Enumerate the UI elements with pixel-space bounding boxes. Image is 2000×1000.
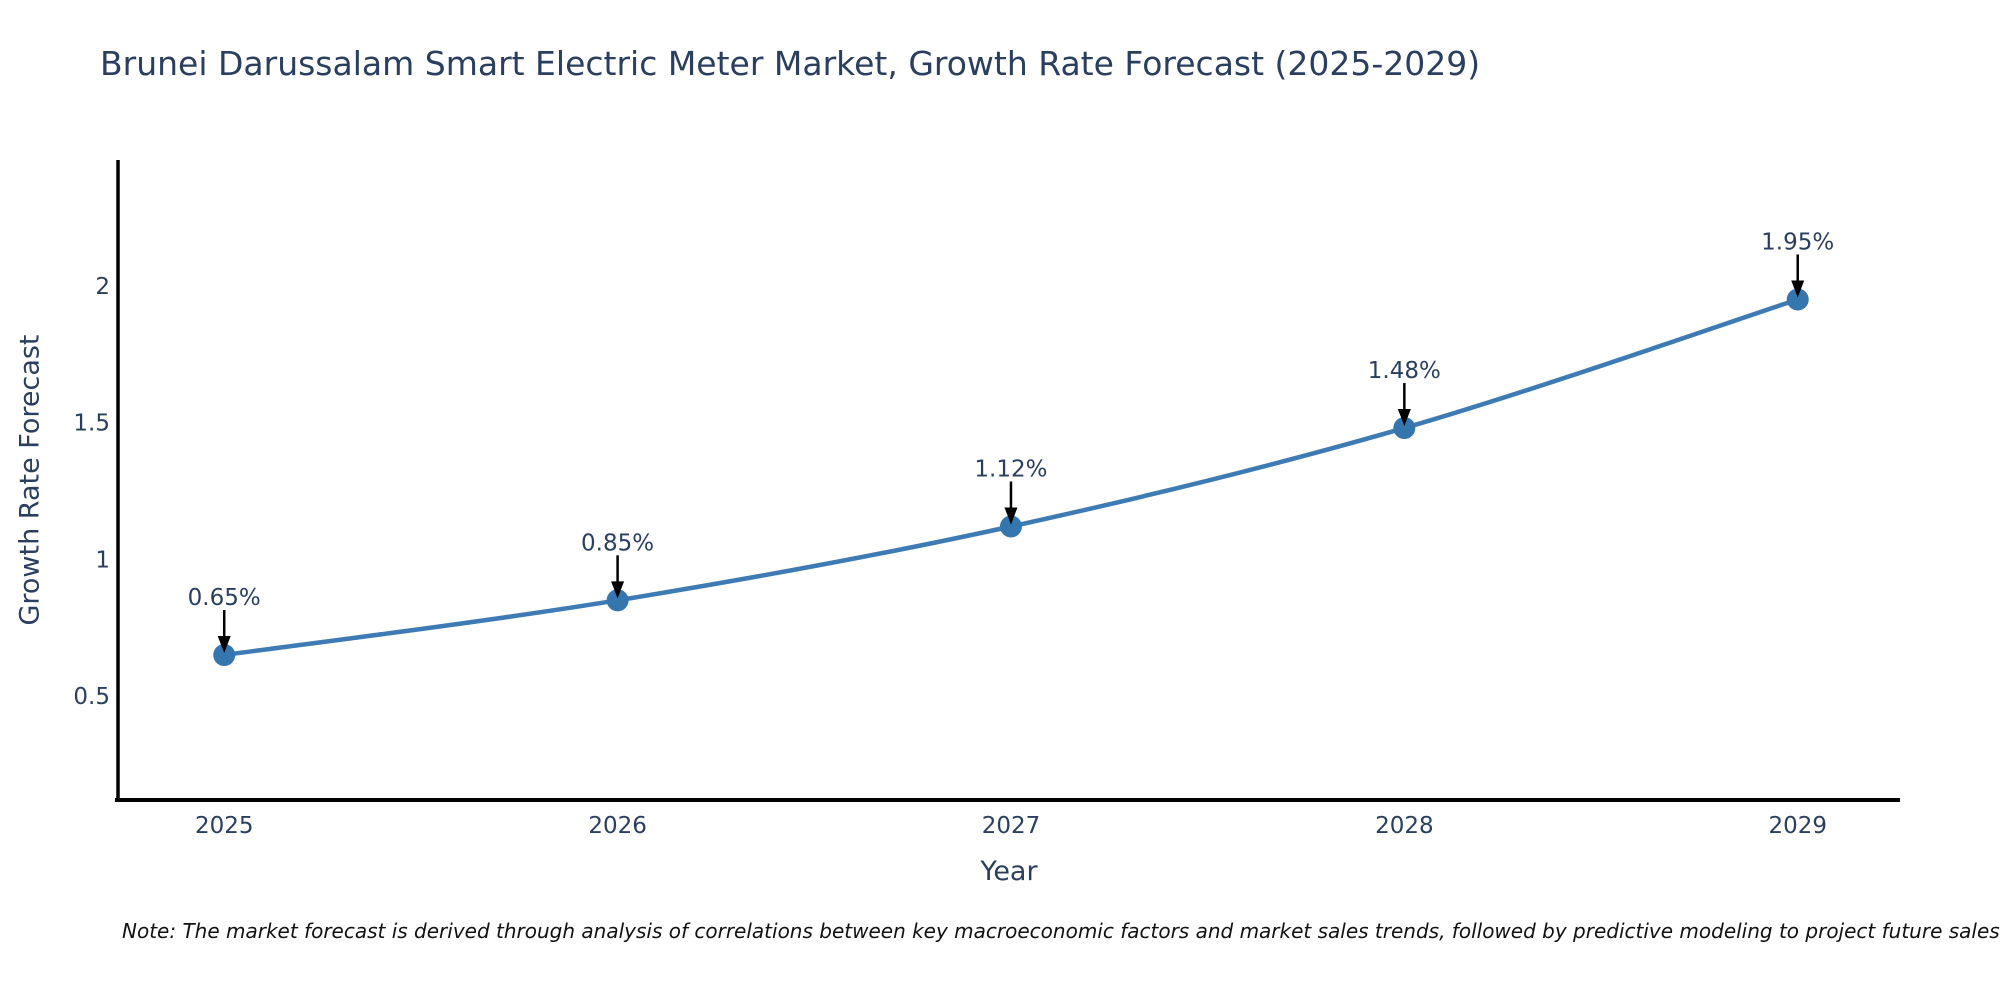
y-tick-label: 2 (95, 274, 110, 300)
data-point-label: 0.65% (188, 585, 261, 611)
annotation-arrow-head (1397, 409, 1411, 427)
x-axis-title: Year (980, 856, 1038, 887)
x-tick-label: 2027 (982, 813, 1041, 839)
data-point-label: 1.95% (1761, 229, 1834, 255)
data-point-label: 1.48% (1368, 358, 1441, 384)
data-point-marker (606, 589, 629, 612)
annotation-arrow-head (217, 636, 231, 654)
x-tick-label: 2028 (1375, 813, 1434, 839)
y-tick-label: 1 (95, 547, 110, 573)
chart-title: Brunei Darussalam Smart Electric Meter M… (100, 44, 1481, 83)
data-point-marker (213, 644, 236, 667)
data-point-label: 0.85% (581, 530, 654, 556)
x-tick-label: 2029 (1768, 813, 1827, 839)
y-tick-label: 0.5 (73, 684, 110, 710)
annotation-arrow-head (1791, 280, 1805, 298)
data-point-marker (999, 515, 1022, 538)
annotation-arrow-head (1004, 507, 1018, 525)
x-tick-label: 2025 (195, 813, 254, 839)
x-tick-label: 2026 (588, 813, 647, 839)
y-axis-title: Growth Rate Forecast (14, 334, 46, 626)
annotation-arrow-head (611, 581, 625, 599)
data-point-marker (1393, 417, 1416, 440)
y-tick-label: 1.5 (73, 411, 110, 437)
data-point-label: 1.12% (974, 456, 1047, 482)
footnote-text: Note: The market forecast is derived thr… (122, 919, 2000, 943)
data-point-marker (1786, 288, 1809, 311)
